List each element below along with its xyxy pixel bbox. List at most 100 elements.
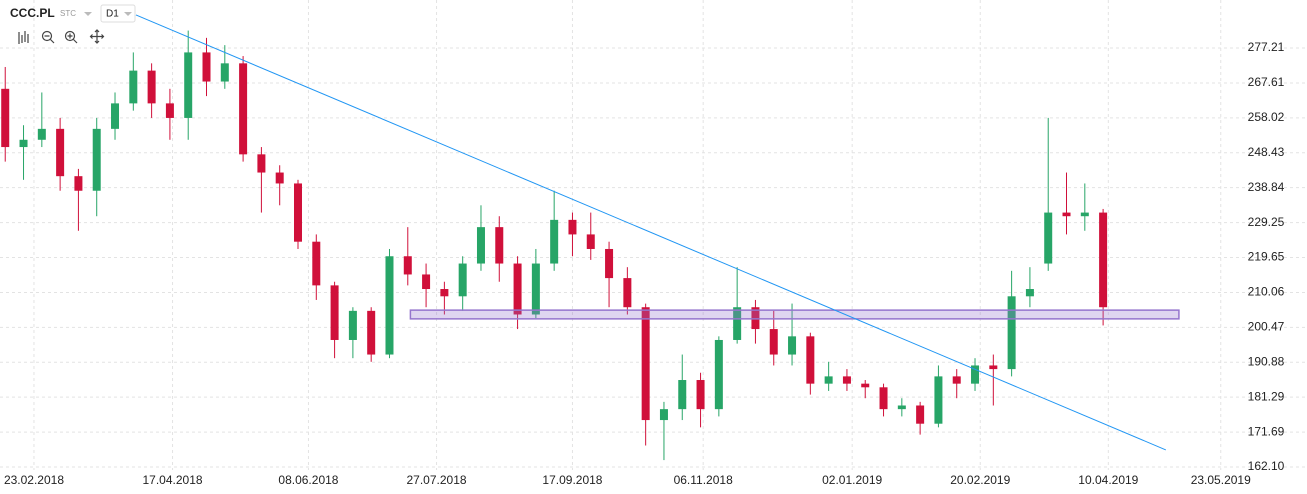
grid xyxy=(0,0,1307,470)
candle-body xyxy=(367,310,376,355)
candle-body xyxy=(165,103,174,118)
labels: 277.21 267.61 258.02 248.43 238.84 229.25 219.… xyxy=(4,40,1285,487)
candle-body xyxy=(550,219,559,264)
y-tick-label: 229.25 xyxy=(1248,215,1285,229)
candle-body xyxy=(74,176,83,191)
x-tick-label: 10.04.2019 xyxy=(1078,473,1138,487)
interval-box[interactable] xyxy=(100,4,136,23)
chart-type-icon[interactable] xyxy=(18,31,29,44)
candle-body xyxy=(111,103,120,129)
y-tick-label: 248.43 xyxy=(1248,145,1285,159)
candle-body xyxy=(440,289,449,297)
x-tick-label: 17.04.2018 xyxy=(142,473,202,487)
candle-body xyxy=(202,52,211,82)
candle-body xyxy=(934,376,943,424)
y-tick-label: 238.84 xyxy=(1248,180,1285,194)
trendline xyxy=(135,14,1167,451)
candle-body xyxy=(568,219,577,235)
candle-body xyxy=(129,70,138,104)
candle-body xyxy=(513,263,522,315)
candle-body xyxy=(971,365,980,384)
y-tick-label: 219.65 xyxy=(1248,250,1285,264)
candle-body xyxy=(403,256,412,275)
dropdown-arrow[interactable] xyxy=(84,12,92,16)
header: CCC.PL STC D1 xyxy=(10,4,136,44)
candle-body xyxy=(275,172,284,184)
y-tick-label: 210.06 xyxy=(1248,285,1285,299)
candle-body xyxy=(293,183,302,242)
candle-body xyxy=(476,227,485,264)
y-tick-label: 171.69 xyxy=(1248,424,1285,438)
candle-body xyxy=(37,128,46,140)
pan-icon[interactable] xyxy=(89,29,105,44)
candle-body xyxy=(897,405,906,410)
zone xyxy=(409,309,1180,320)
x-tick-label: 02.01.2019 xyxy=(822,473,882,487)
y-tick-label: 258.02 xyxy=(1248,110,1285,124)
symbol[interactable]: CCC.PL xyxy=(10,6,55,20)
candle-body xyxy=(788,336,797,355)
x-tick-label: 08.06.2018 xyxy=(278,473,338,487)
y-tick-label: 181.29 xyxy=(1248,389,1285,403)
y-tick-label: 200.47 xyxy=(1248,320,1285,334)
x-tick-label: 27.07.2018 xyxy=(407,473,467,487)
candle-body xyxy=(861,383,870,388)
x-tick-label: 06.11.2018 xyxy=(674,473,733,487)
zoom-in-icon[interactable] xyxy=(64,30,76,42)
y-tick-label: 190.88 xyxy=(1248,354,1285,368)
candle-body xyxy=(312,241,321,286)
candle-body xyxy=(1044,212,1053,264)
candle-body xyxy=(1062,212,1071,217)
candle-body xyxy=(56,128,65,177)
candle-body xyxy=(257,154,266,173)
candle-body xyxy=(842,376,851,384)
candle-body xyxy=(678,380,687,410)
candle-body xyxy=(916,405,925,424)
candle-body xyxy=(19,139,28,148)
candle-body xyxy=(952,376,961,384)
y-tick-label: 162.10 xyxy=(1248,459,1285,473)
candle-body xyxy=(422,274,431,290)
x-tick-label: 20.02.2019 xyxy=(950,473,1010,487)
candle-body xyxy=(1099,212,1108,308)
candle-body xyxy=(641,307,650,421)
candle-body xyxy=(623,278,632,308)
candle-body xyxy=(714,339,723,410)
candle-body xyxy=(824,376,833,384)
y-tick-label: 267.61 xyxy=(1248,75,1285,89)
candle-body xyxy=(184,52,193,118)
candle-body xyxy=(1080,212,1089,217)
candle-body xyxy=(989,365,998,370)
candle-body xyxy=(879,387,888,410)
candle-body xyxy=(586,234,595,249)
candle-body xyxy=(220,63,229,82)
candle-body xyxy=(147,70,156,104)
candle-body xyxy=(1007,296,1016,370)
y-tick-label: 277.21 xyxy=(1248,40,1285,54)
toolbar xyxy=(18,29,105,44)
candle-body xyxy=(385,256,394,355)
interval[interactable]: D1 xyxy=(106,9,119,20)
candle-body xyxy=(659,409,668,421)
x-tick-label: 17.09.2018 xyxy=(542,473,602,487)
candle-body xyxy=(458,263,467,297)
zoom-out-icon[interactable] xyxy=(41,30,53,42)
candle-body xyxy=(239,63,248,155)
candle-body xyxy=(696,380,705,410)
candle-body xyxy=(330,285,339,340)
candle-body xyxy=(605,248,614,279)
candle-body xyxy=(806,336,815,384)
candle-body xyxy=(1,88,10,148)
marks xyxy=(1,14,1180,461)
x-tick-label: 23.02.2018 xyxy=(4,473,64,487)
x-tick-label: 23.05.2019 xyxy=(1191,473,1251,487)
candle-body xyxy=(92,128,101,191)
dropdown-arrow[interactable] xyxy=(124,12,132,16)
exchange: STC xyxy=(60,9,76,18)
candle-body xyxy=(348,310,357,340)
candle-body xyxy=(531,263,540,315)
candle-body xyxy=(495,227,504,264)
candle-body xyxy=(733,307,742,340)
candle-body xyxy=(769,329,778,355)
